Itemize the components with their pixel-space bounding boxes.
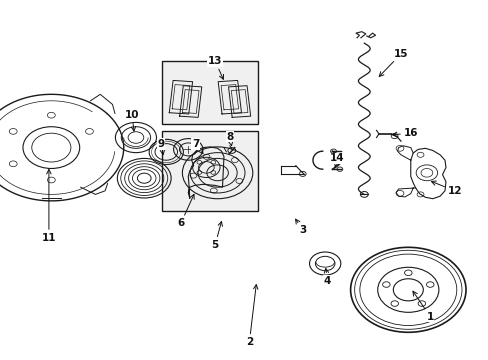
Text: 14: 14	[329, 153, 344, 167]
Bar	[162, 61, 257, 124]
Text: 13: 13	[207, 56, 223, 79]
Text: 10: 10	[124, 110, 139, 131]
Text: 11: 11	[41, 170, 56, 243]
Text: 8: 8	[226, 132, 233, 146]
Bar	[162, 131, 257, 211]
Text: 6: 6	[177, 194, 194, 228]
Text: 15: 15	[379, 49, 407, 76]
Text: 1: 1	[412, 291, 433, 322]
Text: 16: 16	[392, 128, 417, 138]
Text: 4: 4	[323, 269, 331, 286]
Text: 3: 3	[295, 219, 306, 235]
Text: 5: 5	[211, 221, 222, 250]
Text: 7: 7	[191, 139, 203, 154]
Text: 2: 2	[245, 285, 257, 347]
Text: 9: 9	[158, 139, 164, 154]
Text: 12: 12	[430, 181, 461, 196]
